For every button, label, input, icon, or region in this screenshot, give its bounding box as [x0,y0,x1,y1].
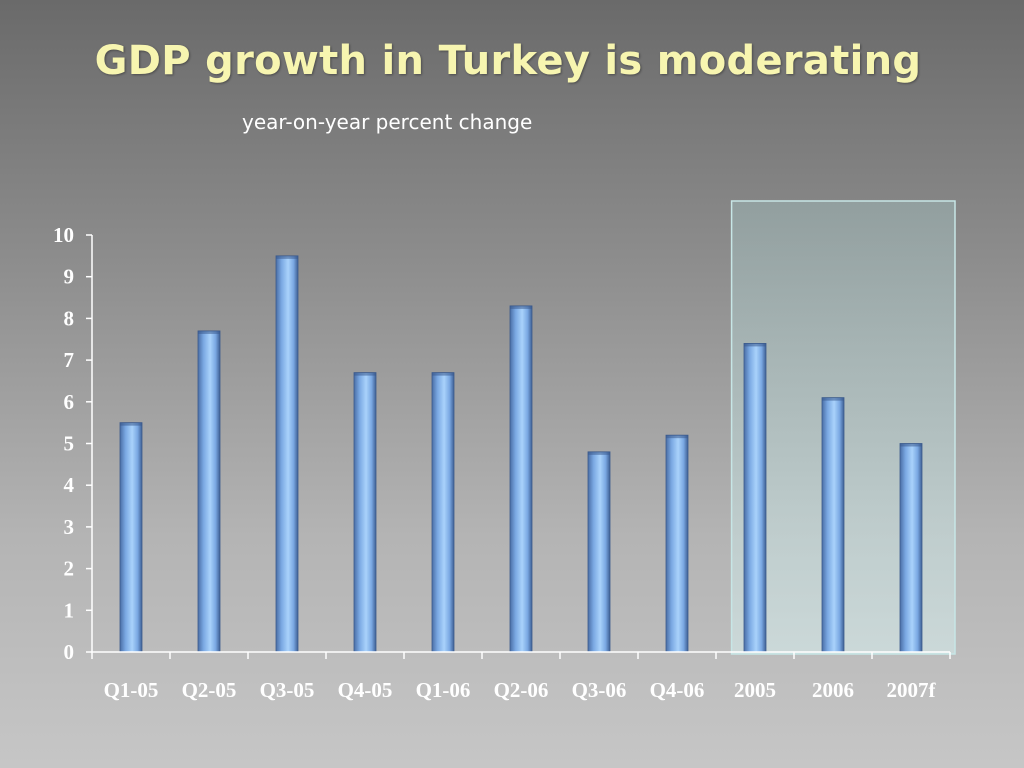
bar-cap [120,422,142,426]
x-tick-label: 2006 [812,678,854,702]
x-tick-label: 2005 [734,678,776,702]
bar-cap [510,305,532,309]
x-tick-label: Q2-05 [182,678,237,702]
bar-q3-05 [275,255,299,653]
bar-cap [744,343,766,347]
bar-cap [432,372,454,376]
slide-subtitle: year-on-year percent change [242,110,533,134]
bar-q2-06 [509,305,533,653]
y-tick-label: 0 [64,640,75,664]
bar-cap [588,451,610,455]
y-tick-label: 6 [64,390,75,414]
bar [587,451,611,653]
y-tick-label: 9 [64,265,75,289]
x-tick-label: Q1-05 [104,678,159,702]
x-tick-label: Q4-05 [338,678,393,702]
y-tick-label: 3 [64,515,75,539]
bar [353,372,377,653]
bar-q1-05 [119,422,143,653]
y-tick-label: 8 [64,306,75,330]
bar-cap [900,443,922,447]
x-tick-label: Q4-06 [650,678,705,702]
bar [119,422,143,653]
bar-q4-05 [353,372,377,653]
x-tick-label: 2007f [887,678,937,702]
bar-cap [822,397,844,401]
bar [275,255,299,653]
y-tick-label: 2 [64,557,75,581]
bar-2005 [743,343,767,653]
y-tick-label: 10 [53,223,74,247]
y-tick-label: 7 [64,348,75,372]
bar [509,305,533,653]
bar-cap [666,435,688,439]
y-tick-label: 1 [64,598,75,622]
bar [665,434,689,653]
y-tick-label: 5 [64,432,75,456]
slide-title: GDP growth in Turkey is moderating [94,38,922,84]
bar-q4-06 [665,434,689,653]
x-tick-label: Q1-06 [416,678,471,702]
bar [197,330,221,653]
bar-2006 [821,397,845,653]
bar [899,443,923,653]
bar-q3-06 [587,451,611,653]
x-tick-label: Q2-06 [494,678,549,702]
bar [821,397,845,653]
bar [431,372,455,653]
bar-q1-06 [431,372,455,653]
bar-2007f [899,443,923,653]
x-tick-label: Q3-05 [260,678,315,702]
bar-cap [276,255,298,259]
y-tick-label: 4 [64,473,75,497]
bar-cap [354,372,376,376]
bar [743,343,767,653]
bar-cap [198,330,220,334]
x-tick-label: Q3-06 [572,678,627,702]
bar-q2-05 [197,330,221,653]
